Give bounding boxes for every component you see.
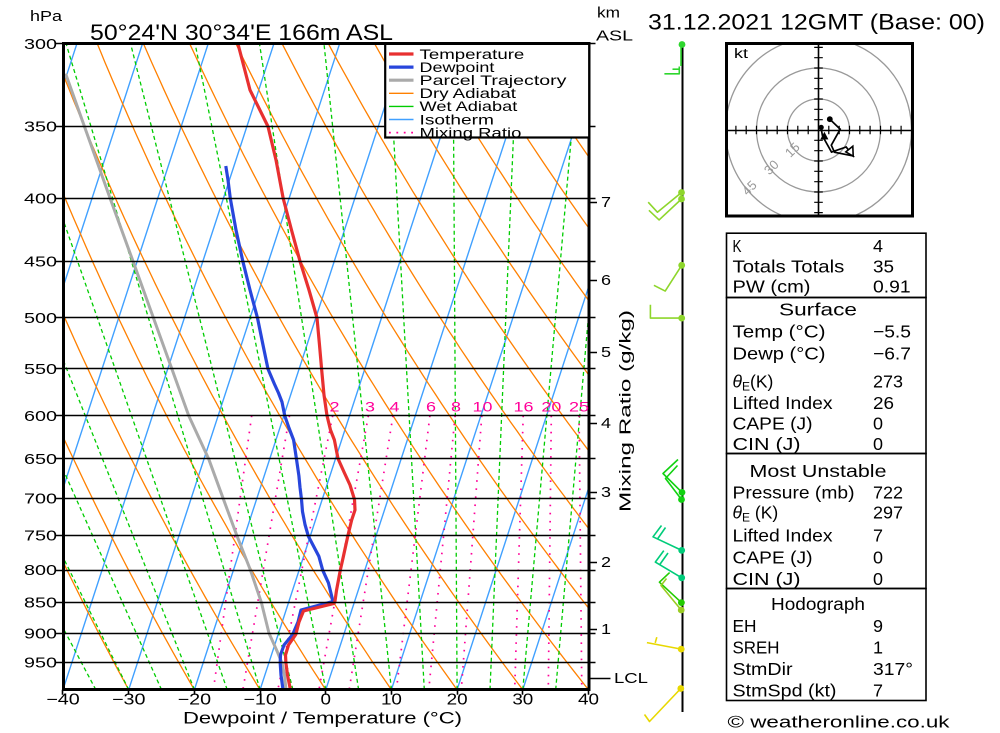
svg-text:StmSpd (kt): StmSpd (kt) xyxy=(733,681,837,701)
svg-text:0: 0 xyxy=(873,434,883,454)
svg-text:Wet Adiabat: Wet Adiabat xyxy=(420,98,518,114)
svg-text:0: 0 xyxy=(873,569,883,589)
svg-text:800: 800 xyxy=(24,562,57,579)
svg-text:1: 1 xyxy=(601,621,611,638)
svg-text:2: 2 xyxy=(330,400,340,415)
svg-text:km: km xyxy=(597,5,620,22)
svg-text:1: 1 xyxy=(873,638,883,658)
svg-text:−20: −20 xyxy=(178,692,212,709)
svg-text:297: 297 xyxy=(873,503,903,523)
svg-text:CIN (J): CIN (J) xyxy=(733,434,801,454)
svg-text:8: 8 xyxy=(451,400,461,415)
svg-text:CIN (J): CIN (J) xyxy=(733,569,801,589)
svg-text:7: 7 xyxy=(601,194,611,211)
svg-text:700: 700 xyxy=(24,491,57,508)
svg-text:5: 5 xyxy=(601,344,611,361)
svg-text:40: 40 xyxy=(578,692,599,709)
svg-text:35: 35 xyxy=(873,256,894,276)
svg-text:hPa: hPa xyxy=(30,8,63,25)
svg-text:317°: 317° xyxy=(873,659,913,679)
svg-text:LCL: LCL xyxy=(614,670,648,687)
svg-text:Hodograph: Hodograph xyxy=(771,594,865,614)
svg-text:0: 0 xyxy=(873,547,883,567)
svg-text:StmDir: StmDir xyxy=(733,659,793,679)
svg-text:900: 900 xyxy=(24,625,57,642)
svg-text:550: 550 xyxy=(24,361,57,378)
svg-text:ASL: ASL xyxy=(596,28,633,45)
svg-text:7: 7 xyxy=(873,526,883,546)
svg-text:Isotherm: Isotherm xyxy=(420,111,494,127)
svg-text:350: 350 xyxy=(24,119,57,136)
svg-text:600: 600 xyxy=(24,408,57,425)
svg-text:750: 750 xyxy=(24,528,57,545)
svg-text:30: 30 xyxy=(512,692,533,709)
svg-text:26: 26 xyxy=(873,393,894,413)
svg-text:Lifted Index: Lifted Index xyxy=(733,393,833,413)
svg-text:θE(K): θE(K) xyxy=(733,371,774,393)
svg-text:4: 4 xyxy=(873,236,883,256)
svg-text:950: 950 xyxy=(24,654,57,671)
svg-text:650: 650 xyxy=(24,451,57,468)
svg-text:K: K xyxy=(733,236,742,256)
svg-text:Dewpoint / Temperature (°C): Dewpoint / Temperature (°C) xyxy=(183,709,462,728)
svg-text:Surface: Surface xyxy=(779,300,857,320)
svg-text:16: 16 xyxy=(514,400,534,415)
svg-text:6: 6 xyxy=(601,272,611,289)
svg-text:0: 0 xyxy=(321,692,332,709)
svg-text:3: 3 xyxy=(365,400,375,415)
svg-text:850: 850 xyxy=(24,595,57,612)
svg-text:−5.5: −5.5 xyxy=(873,322,911,342)
svg-text:Mixing Ratio (g/kg): Mixing Ratio (g/kg) xyxy=(618,310,635,512)
svg-text:−40: −40 xyxy=(46,692,80,709)
svg-text:Totals Totals: Totals Totals xyxy=(733,256,845,276)
svg-text:© weatheronline.co.uk: © weatheronline.co.uk xyxy=(728,713,951,732)
svg-text:Dewp (°C): Dewp (°C) xyxy=(733,344,826,364)
svg-text:273: 273 xyxy=(873,371,903,391)
svg-text:722: 722 xyxy=(873,482,903,502)
svg-text:31.12.2021 12GMT (Base: 00): 31.12.2021 12GMT (Base: 00) xyxy=(648,10,985,35)
svg-text:50°24'N 30°34'E 166m ASL: 50°24'N 30°34'E 166m ASL xyxy=(90,20,393,45)
svg-text:4: 4 xyxy=(601,415,611,432)
svg-text:9: 9 xyxy=(873,616,883,636)
svg-text:10: 10 xyxy=(473,400,493,415)
svg-text:CAPE (J): CAPE (J) xyxy=(733,547,813,567)
svg-text:−30: −30 xyxy=(112,692,146,709)
svg-text:300: 300 xyxy=(24,36,57,53)
svg-text:Dry Adiabat: Dry Adiabat xyxy=(420,85,517,101)
svg-text:θE (K): θE (K) xyxy=(733,503,779,525)
svg-text:10: 10 xyxy=(381,692,402,709)
svg-text:EH: EH xyxy=(733,616,757,636)
svg-text:0: 0 xyxy=(873,414,883,434)
svg-text:Lifted Index: Lifted Index xyxy=(733,526,833,546)
svg-text:PW (cm): PW (cm) xyxy=(733,277,811,297)
svg-text:Most Unstable: Most Unstable xyxy=(750,461,887,481)
svg-text:4: 4 xyxy=(390,400,401,415)
svg-text:Dewpoint: Dewpoint xyxy=(420,59,495,75)
svg-text:20: 20 xyxy=(541,400,561,415)
svg-text:Temp (°C): Temp (°C) xyxy=(733,322,826,342)
svg-text:kt: kt xyxy=(734,46,748,61)
svg-text:20: 20 xyxy=(447,692,468,709)
svg-text:2: 2 xyxy=(601,554,611,571)
svg-text:450: 450 xyxy=(24,253,57,270)
svg-text:−6.7: −6.7 xyxy=(873,344,911,364)
svg-text:3: 3 xyxy=(601,484,611,501)
svg-text:Pressure (mb): Pressure (mb) xyxy=(733,482,855,502)
svg-text:7: 7 xyxy=(873,681,883,701)
svg-text:6: 6 xyxy=(426,400,436,415)
svg-text:Parcel Trajectory: Parcel Trajectory xyxy=(420,72,567,88)
svg-text:−10: −10 xyxy=(243,692,277,709)
svg-text:CAPE (J): CAPE (J) xyxy=(733,414,813,434)
svg-text:Mixing Ratio: Mixing Ratio xyxy=(420,124,522,140)
svg-text:SREH: SREH xyxy=(733,638,780,658)
svg-text:25: 25 xyxy=(569,400,589,415)
svg-text:400: 400 xyxy=(24,190,57,207)
svg-text:Temperature: Temperature xyxy=(420,46,525,62)
svg-text:0.91: 0.91 xyxy=(873,277,911,297)
svg-text:500: 500 xyxy=(24,310,57,327)
